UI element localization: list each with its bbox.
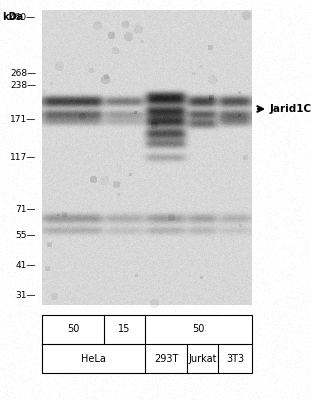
Text: Jarid1C: Jarid1C (270, 104, 311, 114)
Text: HeLa: HeLa (81, 354, 106, 364)
Text: Jurkat: Jurkat (188, 354, 217, 364)
Text: 171—: 171— (10, 114, 36, 124)
Text: 460—: 460— (10, 14, 36, 22)
Text: 41—: 41— (16, 262, 36, 270)
Text: 71—: 71— (16, 204, 36, 214)
Text: 117—: 117— (10, 154, 36, 162)
Text: 3T3: 3T3 (226, 354, 244, 364)
Text: 15: 15 (118, 324, 131, 334)
Text: 50: 50 (192, 324, 205, 334)
Text: 268—: 268— (10, 68, 36, 78)
Text: 238—: 238— (10, 80, 36, 90)
Text: 55—: 55— (16, 232, 36, 240)
Text: 293T: 293T (154, 354, 178, 364)
Text: 31—: 31— (16, 290, 36, 300)
Text: 50: 50 (67, 324, 79, 334)
Text: kDa: kDa (2, 12, 23, 22)
Bar (42, 315, 252, 373)
